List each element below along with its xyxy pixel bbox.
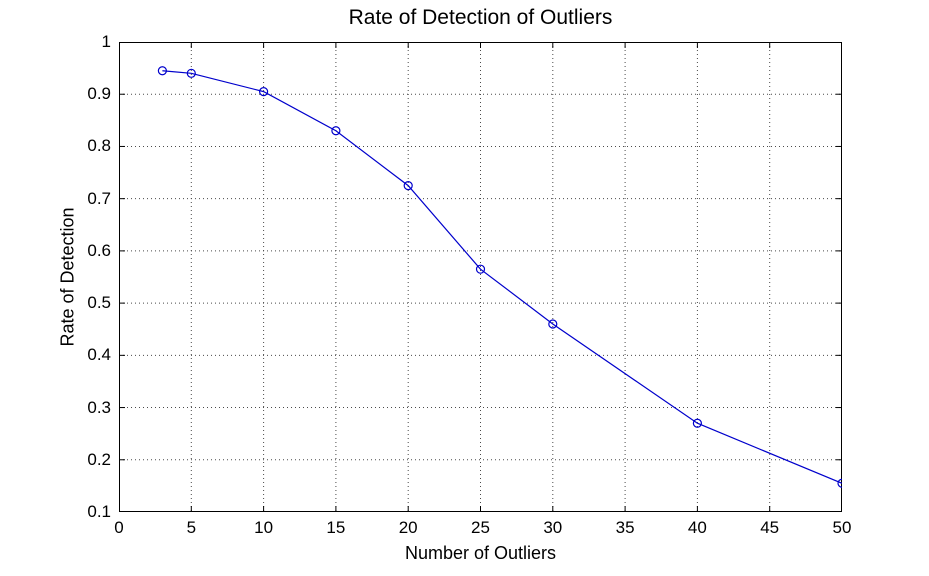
x-tick-label: 40 (687, 518, 707, 537)
data-point-marker (157, 66, 167, 76)
x-tick-label: 50 (832, 518, 852, 537)
y-tick-label: 0.3 (87, 397, 111, 417)
x-tick-label: 45 (760, 518, 780, 537)
x-tick-label: 0 (114, 518, 124, 537)
y-tick-label: 0.6 (87, 240, 111, 260)
y-tick-label: 0.8 (87, 136, 111, 156)
y-tick-label: 0.2 (87, 449, 111, 469)
x-tick-label: 10 (254, 518, 274, 537)
y-axis-label-text: Rate of Detection (57, 207, 78, 347)
x-tick-label: 30 (543, 518, 563, 537)
x-axis-label: Number of Outliers (404, 543, 557, 563)
y-tick-label: 0.7 (87, 188, 111, 208)
y-tick-label: 0.9 (87, 84, 111, 104)
x-tick-label: 5 (186, 518, 197, 537)
data-point-marker (837, 478, 842, 488)
y-tick-label: 0.5 (87, 293, 111, 313)
data-point-marker (331, 126, 341, 136)
data-point-marker (475, 264, 486, 274)
y-tick-label: 0.4 (87, 345, 111, 365)
x-tick-label: 35 (615, 518, 635, 537)
y-tick-label: 0.1 (87, 502, 111, 521)
data-point-marker (259, 87, 269, 97)
x-tick-label: 20 (398, 518, 418, 537)
axes-box (119, 42, 842, 512)
data-point-marker (186, 68, 196, 78)
data-line (162, 70, 842, 484)
x-tick-label: 15 (326, 518, 346, 537)
x-tick-label: 25 (471, 518, 490, 537)
y-tick-label: 1 (101, 32, 111, 51)
data-point-marker (548, 319, 558, 329)
chart-canvas (119, 42, 842, 512)
data-point-marker (692, 418, 703, 428)
chart-title: Rate of Detection of Outliers (348, 6, 613, 29)
plot-area (119, 42, 842, 512)
data-point-marker (403, 181, 413, 191)
